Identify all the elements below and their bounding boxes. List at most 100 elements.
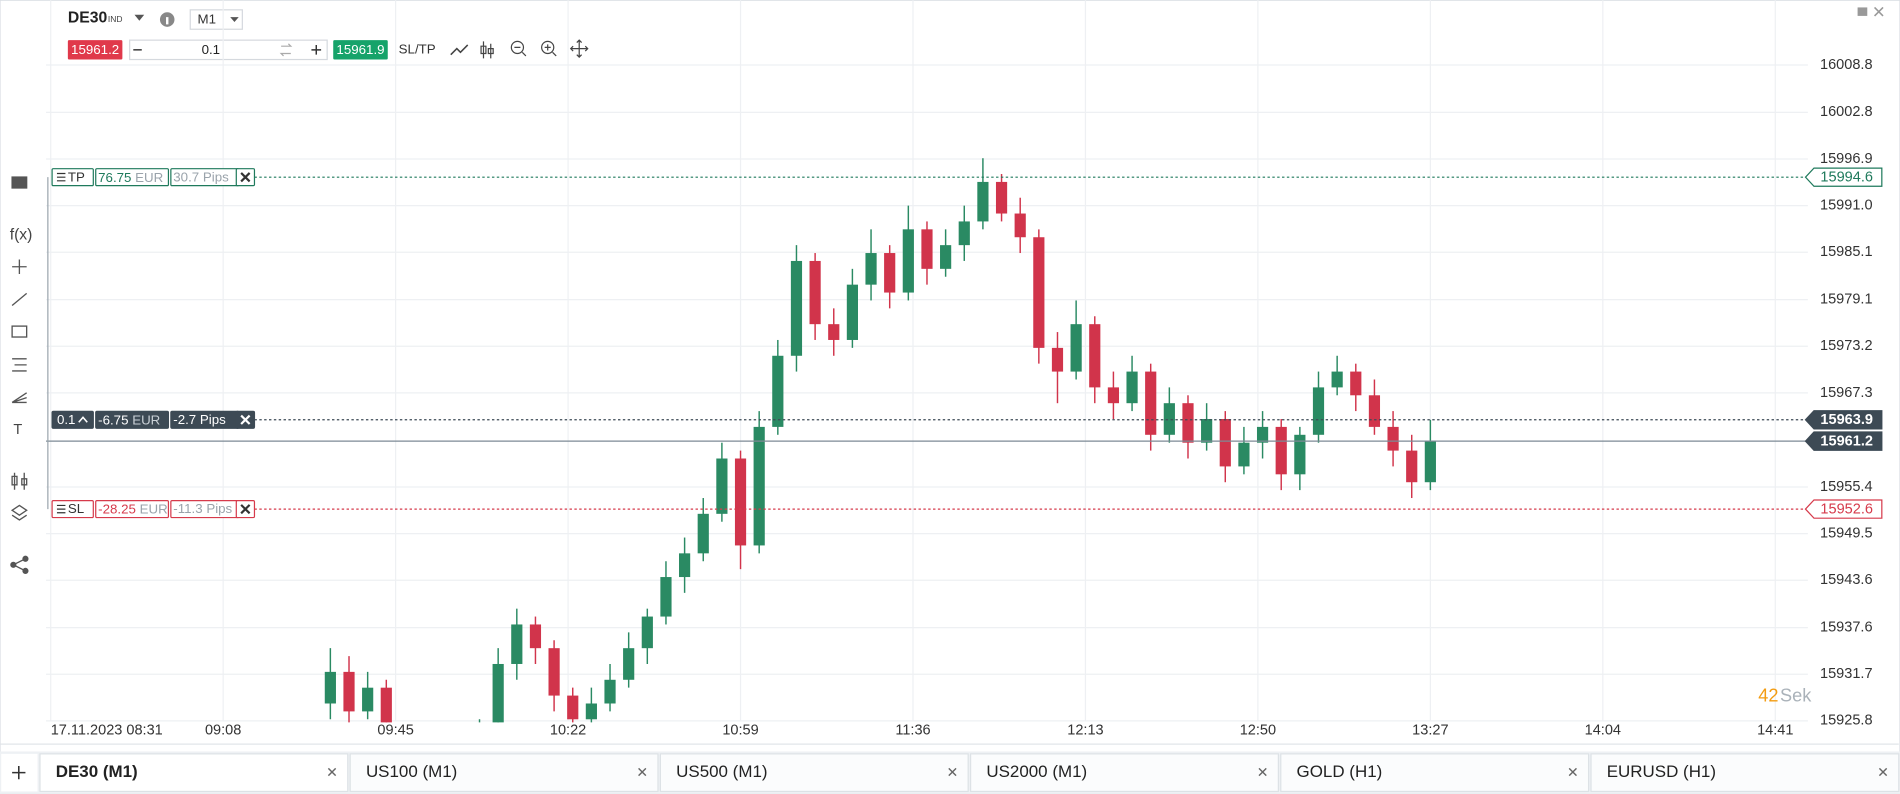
tab[interactable] (969, 753, 1279, 793)
level-cell[interactable] (51, 410, 94, 429)
tab-close[interactable] (1568, 767, 1577, 777)
tool-screen[interactable] (11, 176, 28, 189)
left-toolbar (10, 176, 29, 574)
level-close-icon (240, 414, 251, 425)
candle-body (1368, 395, 1381, 427)
candle-body (753, 426, 765, 546)
tab-close[interactable] (1258, 767, 1267, 777)
candle-body (1182, 403, 1194, 443)
symbol[interactable]: DE30 (68, 9, 108, 26)
level-pips: -11.3 Pips (173, 501, 232, 516)
level-profit: 76.75 EUR (98, 169, 163, 184)
x-tick-label: 10:22 (550, 723, 586, 739)
candle-body (362, 687, 374, 712)
level-cell[interactable] (95, 410, 170, 429)
level-price-box (1804, 499, 1883, 519)
candle-body (1294, 434, 1306, 475)
tool-rectangle[interactable] (11, 325, 28, 338)
candle-body (884, 253, 896, 293)
candle-body (1089, 324, 1101, 388)
candle-body (529, 624, 542, 649)
tool-trendline[interactable] (11, 292, 28, 307)
tool-function[interactable]: f(x) (10, 226, 33, 243)
tool-fibonacci[interactable] (12, 358, 27, 372)
tab[interactable] (349, 753, 659, 793)
candle-body (1312, 387, 1325, 435)
candle-body (902, 229, 914, 293)
volume: 0.1 (202, 42, 221, 57)
line-chart-icon[interactable] (450, 44, 469, 56)
candle-body (772, 355, 784, 427)
candle-body (809, 260, 821, 325)
timeframe-select[interactable] (189, 9, 243, 30)
tool-text[interactable]: T (13, 422, 22, 438)
window-minimize[interactable] (1857, 7, 1868, 16)
level-cell[interactable] (95, 499, 170, 519)
level-profit-value: 76.75 (98, 169, 131, 184)
candle-body (1219, 418, 1231, 467)
candle-body (1256, 426, 1269, 443)
tab-label: EURUSD (H1) (1607, 762, 1716, 781)
level-pips: 30.7 Pips (173, 169, 229, 184)
y-tick-label: 15925.8 (1820, 713, 1873, 729)
level-name: TP (68, 169, 85, 184)
tab[interactable] (1590, 753, 1900, 793)
level-cell[interactable] (95, 168, 170, 187)
level-profit: -28.25 EUR (98, 501, 168, 516)
symbol-dropdown[interactable] (134, 14, 145, 21)
zoom-out-glyph (514, 46, 527, 57)
candle-body (697, 513, 709, 554)
tab[interactable] (39, 753, 349, 793)
candle-body (977, 181, 989, 222)
candle-body (492, 663, 504, 723)
level-close-icon (240, 172, 251, 183)
tab-label: US100 (M1) (366, 762, 457, 781)
candle-body (1070, 324, 1082, 372)
candle-body (1163, 403, 1175, 435)
volume-input[interactable] (129, 39, 328, 61)
level-price-box (1804, 410, 1883, 430)
y-tick-label: 15949.5 (1820, 525, 1873, 541)
candle-body (846, 284, 858, 340)
zoom-out[interactable] (510, 40, 525, 55)
symbol-type: IND (108, 14, 123, 24)
pan-icon[interactable] (569, 39, 589, 58)
tab-close[interactable] (948, 767, 957, 777)
swap-icon[interactable] (279, 43, 293, 57)
candle-body (1424, 441, 1436, 483)
candle-body (1387, 426, 1399, 451)
tool-fan[interactable] (11, 392, 28, 404)
volume-plus[interactable] (311, 44, 322, 55)
y-tick-label: 15937.6 (1820, 619, 1873, 635)
sltp-button[interactable]: SL/TP (399, 41, 436, 56)
tab[interactable] (1280, 753, 1590, 793)
tab-close[interactable] (327, 767, 337, 777)
tab[interactable] (659, 753, 969, 793)
level-drag-icon (56, 172, 66, 182)
sell-button[interactable] (67, 40, 123, 60)
candle-body (511, 624, 523, 664)
level-close-icon (240, 504, 251, 515)
tab-close[interactable] (638, 767, 647, 777)
candle-body (921, 229, 933, 269)
buy-button[interactable] (333, 40, 388, 60)
level-price-box (1804, 167, 1883, 187)
timeframe-arrow (230, 17, 239, 22)
level-price-label: 15994.6 (1820, 170, 1873, 186)
tool-indicators[interactable] (11, 472, 28, 490)
tool-crosshair[interactable] (12, 259, 27, 275)
candle-body (1275, 426, 1287, 475)
tool-layers[interactable] (10, 504, 28, 521)
x-tick-label: 14:41 (1757, 723, 1793, 739)
tab-label: GOLD (H1) (1297, 762, 1383, 781)
window-close[interactable] (1873, 6, 1884, 17)
countdown-unit: Sek (1780, 686, 1812, 706)
tab-close[interactable] (1878, 767, 1888, 777)
candle-icon[interactable] (480, 41, 494, 59)
candle-body (660, 577, 672, 617)
zoom-in-glyph (544, 44, 557, 57)
candle-body (1406, 450, 1418, 483)
zoom-in[interactable] (541, 40, 555, 55)
candle-body (995, 181, 1008, 214)
y-tick-label: 15931.7 (1820, 666, 1873, 682)
